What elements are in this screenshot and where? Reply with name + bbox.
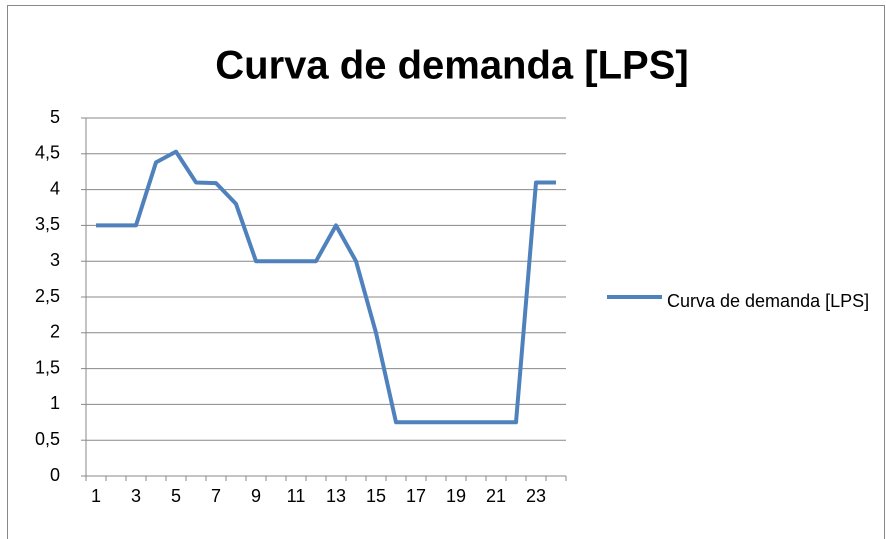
y-tick-label: 0,5 (35, 429, 60, 449)
legend-label: Curva de demanda [LPS] (667, 291, 870, 311)
y-tick-label: 0 (50, 465, 60, 485)
x-tick-label: 3 (131, 486, 141, 506)
x-tick-label: 11 (287, 486, 306, 506)
y-tick-label: 2,5 (35, 286, 60, 306)
y-tick-label: 3 (50, 250, 60, 270)
y-tick-label: 1 (50, 393, 60, 413)
x-tick-label: 7 (211, 486, 221, 506)
y-tick-label: 3,5 (35, 214, 60, 234)
x-tick-label: 5 (171, 486, 181, 506)
y-tick-label: 5 (50, 107, 60, 127)
y-tick-label: 4 (50, 178, 60, 198)
x-tick-label: 15 (366, 486, 386, 506)
y-tick-label: 1,5 (35, 357, 60, 377)
chart-title: Curva de demanda [LPS] (215, 44, 688, 88)
series-line (96, 149, 556, 425)
chart-border (7, 5, 885, 539)
x-tick-label: 23 (526, 486, 546, 506)
y-tick-label: 2 (50, 322, 60, 342)
x-tick-label: 9 (251, 486, 261, 506)
x-tick-label: 19 (446, 486, 466, 506)
x-tick-label: 17 (406, 486, 426, 506)
x-tick-label: 13 (326, 486, 346, 506)
x-tick-label: 21 (486, 486, 506, 506)
x-tick-label: 1 (91, 486, 101, 506)
y-tick-label: 4,5 (35, 143, 60, 163)
